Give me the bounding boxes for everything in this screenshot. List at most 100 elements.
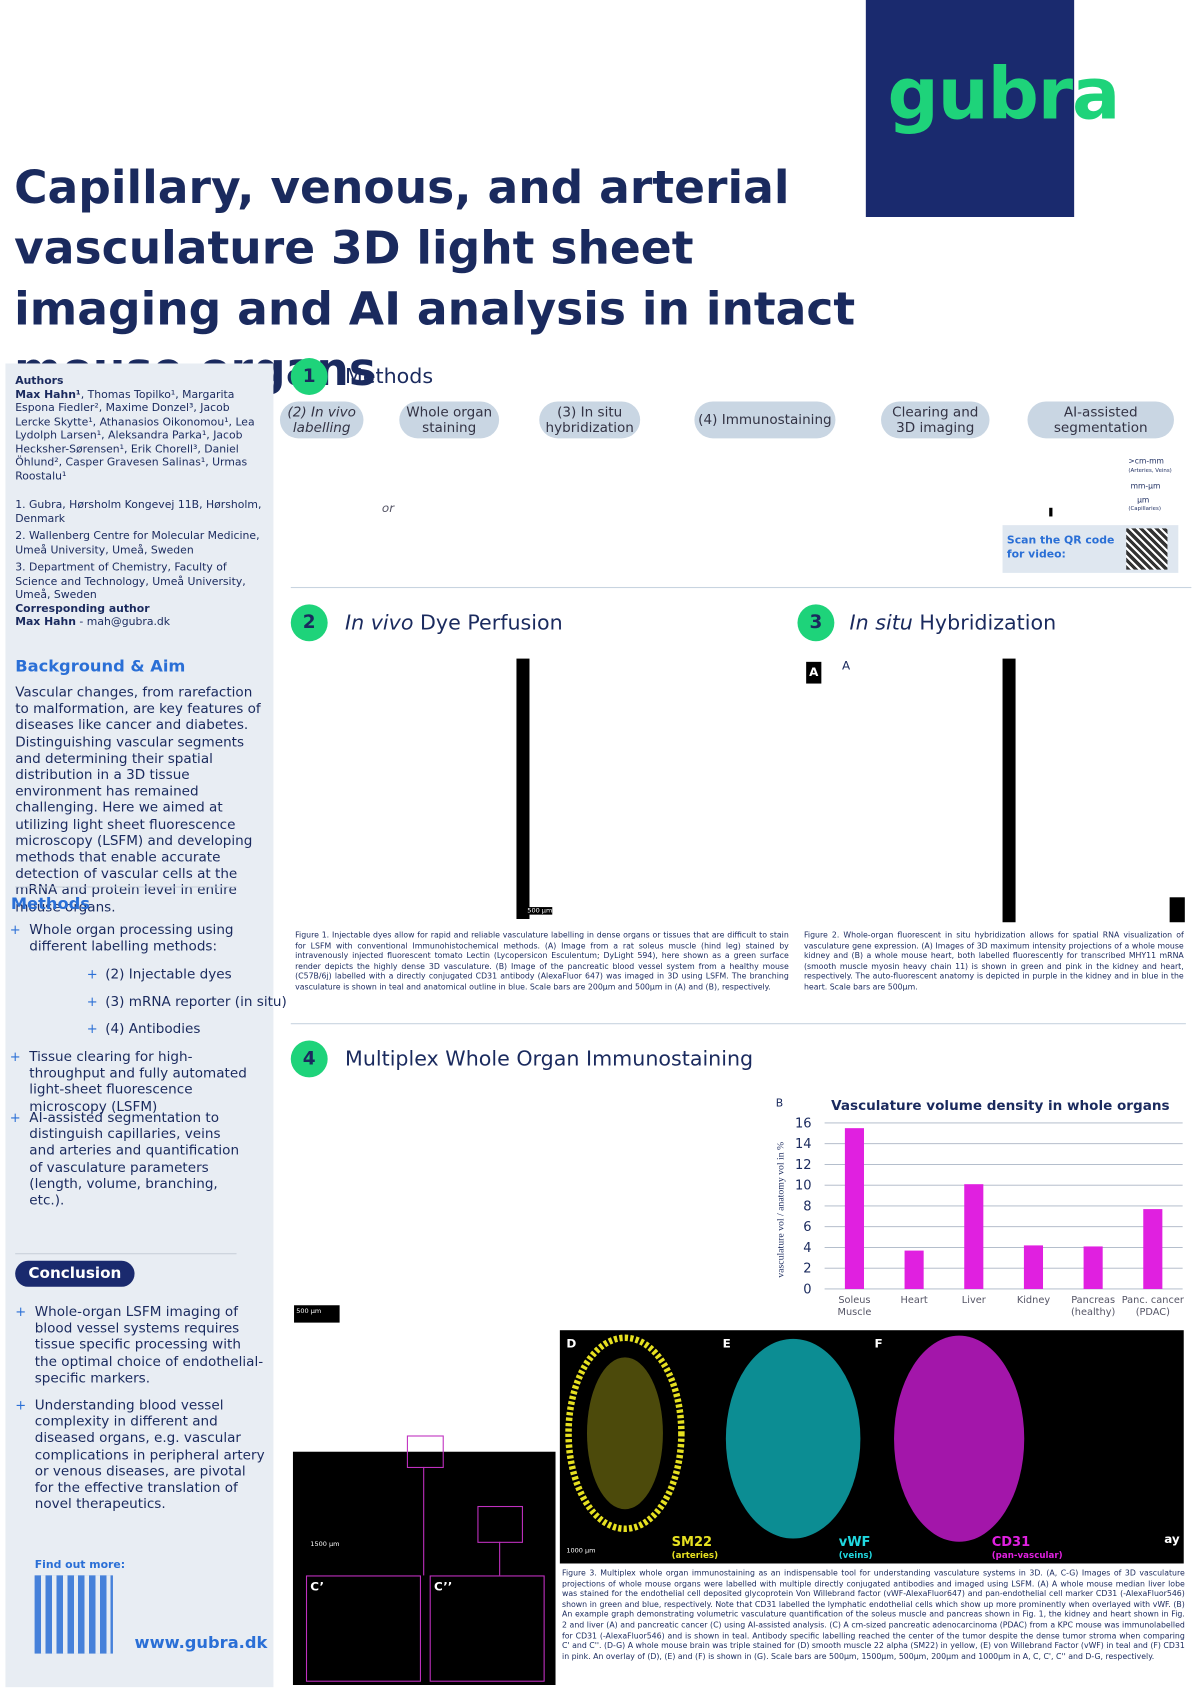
y-tick-label: 14 [795,1137,812,1152]
title-em: In situ [849,610,913,635]
bullet: + [86,966,98,982]
method-step: (2) In vivo labelling [279,401,364,439]
brain-vwf [725,1338,861,1539]
poster-title: Capillary, venous, and arterial vasculat… [14,160,856,397]
y-tick-label: 8 [803,1199,811,1214]
affiliation: 3. Department of Chemistry, Faculty of S… [15,562,246,602]
panel-label: A [806,661,822,684]
marker-sub: (pan-vascular) [991,1550,1063,1561]
bullet: + [15,1304,27,1320]
conclusion-item: Whole-organ LSFM imaging of blood vessel… [34,1303,264,1386]
y-tick-label: 2 [803,1262,811,1277]
y-tick-label: 4 [803,1241,811,1256]
panel-label: F [874,1336,883,1351]
inset-c2: C’’ [429,1575,545,1682]
methods-subitem: (4) Antibodies [105,1019,201,1037]
marker-label: CD31 [991,1534,1031,1550]
website: www.gubra.dk [134,1632,268,1653]
bar-chart: B Vasculature volume density in whole or… [760,1090,1194,1329]
connector [499,1541,501,1576]
bar [1143,1209,1163,1289]
method-step: AI-assisted segmentation [1027,401,1174,439]
y-tick-label: 12 [795,1158,812,1173]
or-label: or [381,501,395,516]
panel-label: B [776,1097,783,1110]
image [1002,658,1016,923]
x-tick-label: Pancreas (healthy) [1070,1295,1116,1319]
connector [423,1466,425,1576]
divider [290,1023,1186,1025]
method-step: Whole organ staining [399,401,500,439]
affiliation: 1. Gubra, Hørsholm Kongevej 11B, Hørshol… [15,499,262,525]
panel-label: D [566,1336,577,1351]
bullet: + [15,1397,27,1413]
section-title: In situ Hybridization [850,611,1057,635]
methods-item: AI-assisted segmentation to distinguish … [29,1108,240,1208]
marker-label: vWF [838,1534,871,1550]
bar [964,1184,984,1289]
image [516,658,530,919]
x-tick-label: Kidney [1016,1295,1051,1307]
bullet: + [86,1020,98,1037]
section-title: Methods [345,364,434,389]
methods-subitem: (2) Injectable dyes [105,965,232,982]
image [1169,897,1185,923]
methods-heading: Methods [10,894,90,914]
methods-item: Whole organ processing using different l… [29,921,234,954]
image-brain: D E F 1000 µm SM22 (arteries) vWF (veins… [559,1330,1184,1564]
divider [290,586,1192,589]
corresponding: Max Hahn - mah@gubra.dk [15,616,267,630]
title-rest: Hybridization [912,610,1057,635]
section-number: 2 [290,604,328,642]
find-out: Find out more: [34,1559,126,1572]
qr-box: Scan the QR code for video: [1002,525,1179,573]
panel-label: E [722,1336,731,1351]
figure-caption: Figure 2. Whole-organ fluorescent in sit… [803,929,1184,992]
title-rest: Dye Perfusion [413,610,563,635]
bullet: + [9,922,21,938]
divider [15,1253,237,1255]
image-fragment [1049,507,1053,517]
y-tick-label: 10 [795,1179,812,1194]
section-number: 3 [797,604,835,642]
brain-sm22 [565,1334,685,1533]
marker-sub: (veins) [838,1550,873,1561]
scale-label: (Arteries, Veins) [1128,467,1172,475]
y-tick-label: 0 [803,1282,811,1297]
section-title: Multiplex Whole Organ Immunostaining [345,1047,754,1071]
corresponding-name: Max Hahn [15,616,76,629]
authors: Max Hahn¹, Thomas Topilko¹, Margarita Es… [15,389,267,484]
zoom-box [406,1435,444,1469]
bullet: + [9,1049,21,1065]
background-text: Vascular changes, from rarefaction to ma… [15,683,261,915]
figure-caption: Figure 1. Injectable dyes allow for rapi… [295,929,789,992]
authors-block: Authors Max Hahn¹, Thomas Topilko¹, Marg… [15,375,267,629]
conclusion-item: Understanding blood vessel complexity in… [34,1396,265,1512]
bar [1083,1246,1103,1289]
x-tick-label: Heart [900,1295,928,1307]
y-axis-label: vasculature vol / anatomy vol in % [775,1142,786,1278]
logo: gubra [887,52,1121,136]
section-number: 4 [290,1040,328,1078]
y-tick-label: 16 [795,1116,812,1131]
corresponding-heading: Corresponding author [15,602,150,615]
qr-code [34,1575,113,1654]
logo-box: gubra [865,0,1120,217]
title-em: In vivo [345,610,414,635]
qr-text: Scan the QR code for video: [1006,534,1115,561]
x-tick-label: Panc. cancer (PDAC) [1121,1295,1184,1319]
scale-label: (Capillaries) [1128,505,1161,513]
background-heading: Background & Aim [15,656,186,676]
brain-cd31 [894,1335,1025,1542]
y-tick-label: 6 [803,1220,811,1235]
marker-label: SM22 [671,1534,713,1550]
inset-label: C’ [310,1579,325,1594]
scale-bar-label: 1000 µm [566,1547,596,1555]
scale-label: µm [1137,495,1150,505]
zoom-box [477,1505,523,1543]
bullet: + [86,993,98,1010]
scale-bar-label: 1500 µm [310,1540,340,1549]
method-step: (3) In situ hybridization [539,401,641,439]
inset-c1: C’ [305,1575,421,1682]
